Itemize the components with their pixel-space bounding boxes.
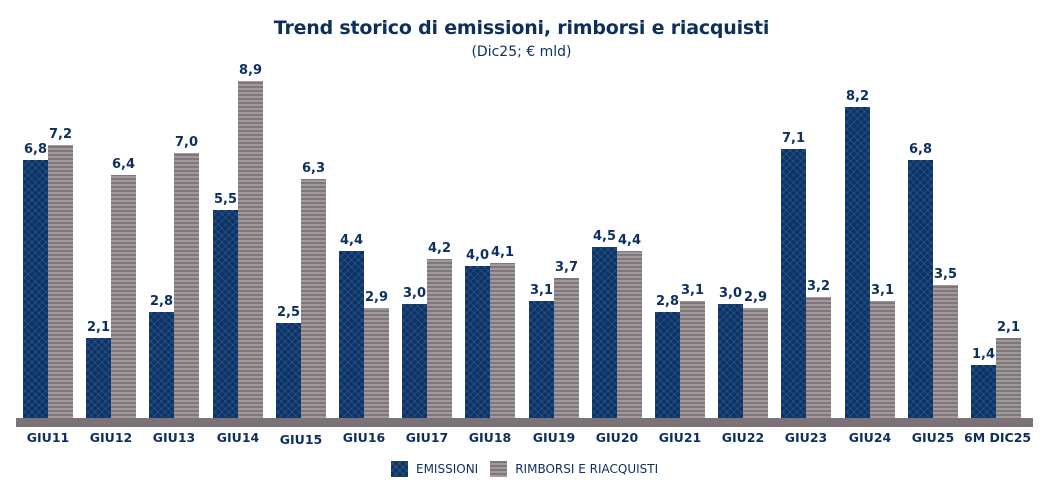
bar-emissioni bbox=[86, 338, 111, 418]
x-tick-label: GIU22 bbox=[721, 430, 765, 445]
data-label: 2,1 bbox=[86, 320, 111, 335]
bar-emissioni bbox=[465, 266, 490, 418]
bar-emissioni bbox=[276, 323, 301, 418]
x-tick-label: GIU18 bbox=[468, 430, 512, 445]
x-tick-label: GIU17 bbox=[405, 430, 449, 445]
x-tick-label: 6M DIC25 bbox=[964, 430, 1032, 445]
bar-rimborsi bbox=[870, 301, 895, 418]
x-tick-label: GIU25 bbox=[911, 430, 955, 445]
x-tick-label: GIU19 bbox=[532, 430, 576, 445]
data-label: 3,1 bbox=[529, 283, 554, 298]
bar-emissioni bbox=[592, 247, 617, 418]
bar-rimborsi bbox=[48, 145, 73, 418]
data-label: 3,5 bbox=[933, 267, 958, 282]
data-label: 3,2 bbox=[806, 279, 831, 294]
bar-emissioni bbox=[718, 304, 743, 418]
bar-emissioni bbox=[402, 304, 427, 418]
data-label: 6,8 bbox=[23, 142, 48, 157]
bar-emissioni bbox=[908, 160, 933, 418]
data-label: 8,2 bbox=[845, 89, 870, 104]
data-label: 6,3 bbox=[301, 161, 326, 176]
bar-rimborsi bbox=[554, 278, 579, 418]
data-label: 8,9 bbox=[238, 63, 263, 78]
data-label: 7,0 bbox=[174, 135, 199, 150]
chart-title: Trend storico di emissioni, rimborsi e r… bbox=[273, 17, 770, 39]
legend-item-emissioni: EMISSIONI bbox=[391, 461, 478, 477]
x-axis-baseline bbox=[16, 418, 1033, 427]
x-tick-label: GIU13 bbox=[152, 430, 196, 445]
data-label: 1,4 bbox=[971, 347, 996, 362]
x-tick-label: GIU24 bbox=[848, 430, 892, 445]
x-tick-label: GIU16 bbox=[342, 430, 386, 445]
data-label: 2,9 bbox=[743, 290, 768, 305]
data-label: 2,5 bbox=[276, 305, 301, 320]
bar-rimborsi bbox=[996, 338, 1021, 418]
legend: EMISSIONI RIMBORSI E RIACQUISTI bbox=[391, 461, 670, 477]
x-tick-label: GIU14 bbox=[216, 430, 260, 445]
bar-emissioni bbox=[781, 149, 806, 418]
legend-label: RIMBORSI E RIACQUISTI bbox=[515, 462, 659, 476]
data-label: 3,0 bbox=[402, 286, 427, 301]
bar-rimborsi bbox=[174, 153, 199, 418]
bar-rimborsi bbox=[301, 179, 326, 418]
legend-swatch-emissioni bbox=[391, 461, 408, 477]
data-label: 4,5 bbox=[592, 229, 617, 244]
data-label: 5,5 bbox=[213, 192, 238, 207]
chart-subtitle: (Dic25; € mld) bbox=[471, 44, 572, 60]
bar-rimborsi bbox=[617, 251, 642, 418]
bar-emissioni bbox=[845, 107, 870, 418]
bar-emissioni bbox=[655, 312, 680, 418]
data-label: 2,8 bbox=[149, 294, 174, 309]
bar-rimborsi bbox=[490, 263, 515, 418]
x-tick-label: GIU23 bbox=[784, 430, 828, 445]
data-label: 4,2 bbox=[427, 241, 452, 256]
data-label: 3,7 bbox=[554, 260, 579, 275]
x-tick-label: GIU15 bbox=[279, 432, 323, 447]
bar-emissioni bbox=[529, 301, 554, 418]
bar-emissioni bbox=[971, 365, 996, 418]
x-tick-label: GIU11 bbox=[26, 430, 70, 445]
bar-rimborsi bbox=[427, 259, 452, 418]
bar-rimborsi bbox=[680, 301, 705, 418]
bar-rimborsi bbox=[238, 81, 263, 418]
data-label: 4,4 bbox=[617, 233, 642, 248]
data-label: 3,0 bbox=[718, 286, 743, 301]
bar-rimborsi bbox=[364, 308, 389, 418]
x-tick-label: GIU12 bbox=[89, 430, 133, 445]
data-label: 6,4 bbox=[111, 157, 136, 172]
data-label: 2,9 bbox=[364, 290, 389, 305]
data-label: 7,2 bbox=[48, 127, 73, 142]
legend-item-rimborsi: RIMBORSI E RIACQUISTI bbox=[490, 461, 658, 477]
data-label: 2,8 bbox=[655, 294, 680, 309]
legend-swatch-rimborsi bbox=[490, 461, 508, 477]
x-tick-label: GIU21 bbox=[658, 430, 702, 445]
x-tick-label: GIU20 bbox=[595, 430, 639, 445]
bar-rimborsi bbox=[933, 285, 958, 418]
bar-rimborsi bbox=[111, 175, 136, 418]
data-label: 4,1 bbox=[490, 245, 515, 260]
data-label: 6,8 bbox=[908, 142, 933, 157]
data-label: 3,1 bbox=[870, 283, 895, 298]
data-label: 4,0 bbox=[465, 248, 490, 263]
bar-emissioni bbox=[149, 312, 174, 418]
data-label: 4,4 bbox=[339, 233, 364, 248]
bar-emissioni bbox=[23, 160, 48, 418]
bar-emissioni bbox=[339, 251, 364, 418]
bar-emissioni bbox=[213, 210, 238, 418]
legend-label: EMISSIONI bbox=[416, 462, 479, 476]
bar-rimborsi bbox=[806, 297, 831, 418]
data-label: 3,1 bbox=[680, 283, 705, 298]
data-label: 2,1 bbox=[996, 320, 1021, 335]
bar-rimborsi bbox=[743, 308, 768, 418]
data-label: 7,1 bbox=[781, 131, 806, 146]
